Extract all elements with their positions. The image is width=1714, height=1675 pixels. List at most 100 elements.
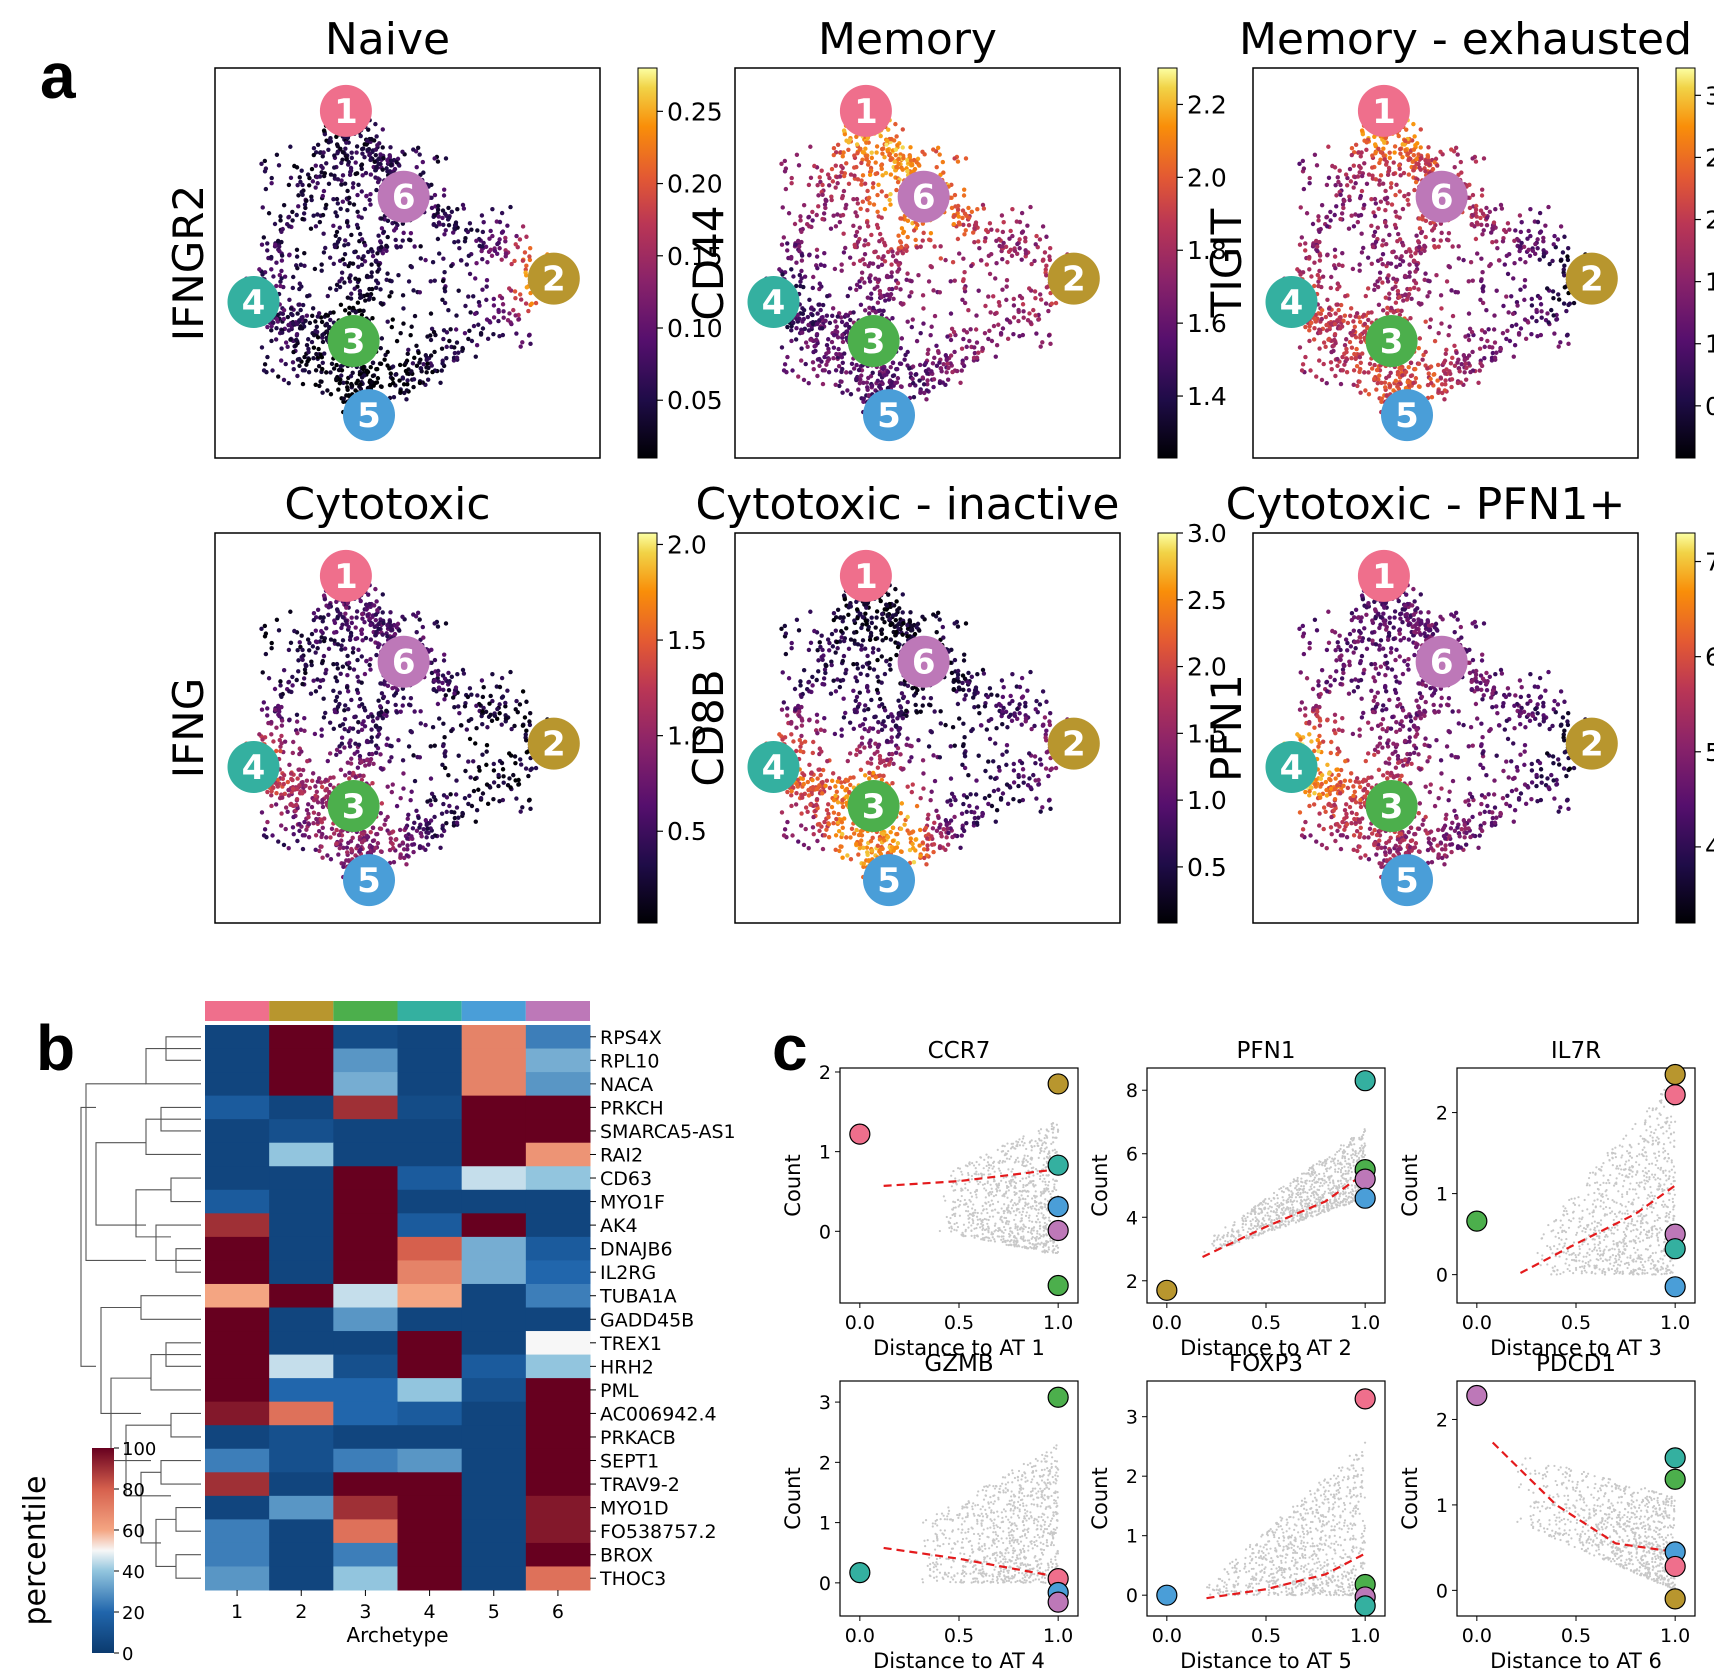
- umap-cell-point: [936, 350, 941, 356]
- umap-cell-point: [1328, 312, 1333, 318]
- umap-cell-point: [463, 303, 468, 309]
- umap-cell-point: [1461, 257, 1466, 263]
- umap-cell-point: [288, 337, 293, 342]
- umap-cell-point: [1479, 187, 1485, 192]
- umap-cell-point: [1556, 297, 1562, 302]
- umap-cell-point: [334, 142, 340, 147]
- umap-cell-point: [1028, 320, 1033, 325]
- umap-cell-point: [882, 373, 887, 378]
- umap-cell-point: [343, 238, 348, 243]
- umap-cell-point: [526, 333, 532, 338]
- umap-cell-point: [342, 726, 347, 732]
- umap-cell-point: [1369, 223, 1374, 229]
- umap-cell-point: [1428, 317, 1433, 322]
- umap-cell-point: [1329, 349, 1334, 355]
- umap-cell-point: [1034, 233, 1039, 239]
- umap-cell-point: [820, 216, 825, 222]
- umap-cell-point: [1359, 188, 1365, 194]
- umap-cell-point: [1031, 307, 1036, 313]
- umap-cell-point: [1400, 243, 1406, 248]
- umap-cell-point: [964, 330, 970, 335]
- umap-cell-point: [394, 338, 400, 344]
- umap-cell-point: [962, 286, 967, 291]
- umap-cell-point: [319, 635, 324, 640]
- umap-cell-point: [484, 297, 489, 303]
- umap-cell-point: [1378, 199, 1384, 204]
- umap-cell-point: [1390, 286, 1395, 291]
- umap-cell-point: [937, 152, 942, 157]
- umap-cell-point: [263, 651, 269, 657]
- umap-cell-point: [431, 329, 437, 335]
- umap-cell-point: [1349, 333, 1355, 338]
- umap-cell-point: [505, 223, 510, 228]
- archetype-marker-5: 5: [863, 389, 915, 442]
- umap-cell-point: [1425, 154, 1431, 160]
- umap-cell-point: [378, 245, 384, 250]
- umap-cell-point: [1470, 349, 1475, 355]
- umap-cell-point: [851, 310, 856, 315]
- umap-cell-point: [1554, 316, 1560, 322]
- umap-cell-point: [1506, 310, 1511, 315]
- umap-cell-point: [496, 783, 501, 789]
- umap-cell-point: [276, 628, 282, 633]
- umap-cell-point: [1005, 336, 1011, 342]
- umap-cell-point: [1332, 331, 1338, 337]
- umap-cell-point: [914, 338, 920, 344]
- umap-cell-point: [1394, 182, 1399, 188]
- umap-cell-point: [327, 255, 333, 260]
- umap-panel-3: Memory - exhaustedTIGIT1234560.51.01.52.…: [1202, 14, 1714, 459]
- umap-cell-point: [359, 312, 365, 318]
- umap-cell-point: [1303, 354, 1308, 360]
- umap-cell-point: [296, 658, 301, 663]
- umap-cell-point: [342, 280, 347, 285]
- umap-cell-point: [870, 370, 875, 376]
- umap-cell-point: [336, 387, 341, 392]
- umap-cell-point: [1317, 268, 1322, 274]
- umap-cell-point: [1411, 152, 1417, 158]
- umap-cell-point: [278, 214, 283, 219]
- umap-cell-point: [1315, 248, 1320, 254]
- umap-cell-point: [1033, 313, 1038, 318]
- umap-cell-point: [484, 284, 489, 289]
- umap-cell-point: [454, 313, 459, 318]
- umap-cell-point: [416, 350, 421, 356]
- umap-cell-point: [1466, 279, 1471, 284]
- umap-cell-point: [1387, 291, 1392, 296]
- umap-cell-point: [1522, 284, 1527, 289]
- umap-cell-point: [419, 369, 424, 374]
- umap-cell-point: [380, 592, 385, 597]
- umap-cell-point: [859, 276, 865, 281]
- umap-cell-point: [1468, 369, 1473, 375]
- umap-cell-point: [1539, 309, 1544, 314]
- umap-cell-point: [931, 288, 936, 293]
- umap-cell-point: [1484, 215, 1490, 221]
- umap-cell-point: [1470, 213, 1476, 218]
- umap-cell-point: [1480, 270, 1485, 275]
- umap-cell-point: [332, 638, 337, 643]
- umap-cell-point: [1400, 259, 1406, 264]
- umap-cell-point: [418, 256, 423, 261]
- umap-cell-point: [851, 261, 856, 267]
- umap-title: Memory - exhausted: [1239, 14, 1692, 65]
- umap-cell-point: [894, 164, 899, 170]
- umap-cell-point: [807, 224, 812, 229]
- umap-cell-point: [443, 156, 449, 161]
- umap-cell-point: [1383, 295, 1389, 300]
- umap-cell-point: [1317, 253, 1323, 258]
- umap-cell-point: [1407, 274, 1412, 279]
- umap-cell-point: [406, 744, 412, 749]
- umap-cell-point: [290, 209, 295, 215]
- umap-cell-point: [520, 258, 526, 263]
- umap-cell-point: [987, 271, 993, 277]
- umap-cell-point: [322, 351, 327, 356]
- umap-cell-point: [848, 392, 854, 397]
- umap-cell-point: [1449, 384, 1454, 390]
- umap-cell-point: [1426, 371, 1431, 376]
- umap-cell-point: [1397, 215, 1402, 220]
- umap-cell-point: [257, 267, 262, 272]
- umap-cell-point: [960, 278, 966, 284]
- umap-cell-point: [319, 319, 325, 325]
- umap-cell-point: [1562, 263, 1567, 268]
- umap-cell-point: [797, 248, 802, 254]
